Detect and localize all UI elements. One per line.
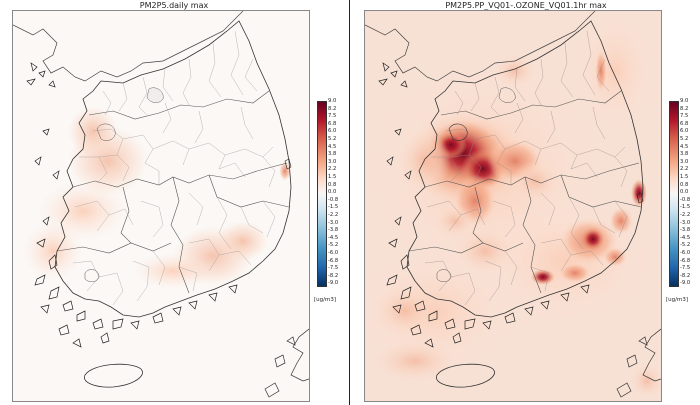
province-borders [56,90,290,294]
colorbar-tick: -4.5 [680,234,691,241]
colorbar-ticks: 9.0 8.2 7.5 6.8 6.0 5.2 4.5 3.8 3.0 2.2 … [328,98,350,288]
province-borders [408,90,642,294]
colorbar-tick: 0.8 [680,181,689,188]
jeju-island [84,363,143,388]
panel-divider [349,0,350,405]
colorbar-tick: -6.0 [328,250,339,256]
colorbar-tick: 4.5 [680,143,689,150]
islands [26,62,238,348]
colorbar [317,101,327,287]
colorbar-tick: -3.0 [328,219,339,226]
colorbar-tick: 6.8 [680,120,689,127]
colorbar-tick: 0.0 [680,189,689,196]
colorbar-tick: 0.0 [328,189,337,196]
colorbar-tick: -3.0 [680,219,691,226]
colorbar-tick: 0.8 [328,181,337,188]
colorbar-tick: -6.8 [680,257,691,264]
gwangju-boundary [436,269,452,282]
colorbar-tick: 8.2 [680,105,689,112]
islands [378,62,590,348]
city-boundary [146,87,164,103]
colorbar-ticks: 9.0 8.2 7.5 6.8 6.0 5.2 4.5 3.8 3.0 2.2 … [680,98,700,288]
colorbar-tick: -3.8 [680,227,691,234]
panel-title: PM2P5.PP_VQ01-.OZONE_VQ01.1hr max [445,1,607,10]
map-frame [364,10,662,402]
colorbar-tick: -6.0 [680,250,691,256]
seoul-boundary [96,123,116,141]
gwangju-boundary [84,269,100,282]
colorbar-tick: 5.2 [328,136,337,142]
colorbar-tick: -1.5 [680,204,691,211]
korea-map [13,11,309,398]
colorbar-tick: -9.0 [680,280,691,287]
colorbar-tick: -4.5 [328,234,339,241]
colorbar-tick: -6.8 [328,257,339,264]
colorbar-tick: 1.5 [680,174,689,180]
colorbar-tick: 3.0 [328,158,337,165]
colorbar-tick: -2.2 [328,212,339,218]
concentration-field [23,106,291,289]
colorbar-tick: -7.5 [680,265,691,272]
japan-coast [616,328,661,398]
map-panel-right: PM2P5.PP_VQ01-.OZONE_VQ01.1hr max [352,0,700,405]
korea-map [365,11,661,401]
map-panel-left: PM2P5.daily max [0,0,348,405]
colorbar-tick: 6.8 [328,120,337,127]
district-borders [72,30,276,306]
colorbar-tick: -8.2 [680,272,691,279]
colorbar-tick: -7.5 [328,265,339,272]
colorbar-tick: 3.8 [680,151,689,158]
colorbar-tick: 7.5 [328,113,337,120]
south-korea-coastline [54,20,292,318]
colorbar-tick: 2.2 [328,166,337,173]
colorbar-unit: [ug/m3] [666,297,688,303]
colorbar-tick: -5.2 [328,242,339,249]
east-island [284,158,292,170]
colorbar-tick: -1.5 [328,204,339,211]
panel-title: PM2P5.daily max [139,1,209,10]
colorbar-tick: 4.5 [328,143,337,150]
south-korea-coastline [406,20,644,318]
colorbar-tick: 3.0 [680,158,689,165]
colorbar-unit: [ug/m3] [314,297,336,303]
city-boundary [498,87,516,103]
map-frame [12,10,310,402]
colorbar-tick: -9.0 [328,280,339,287]
north-coastline [13,11,244,82]
north-coastline [365,11,596,82]
jeju-island [436,363,495,388]
colorbar-tick: 9.0 [328,98,337,104]
colorbar-tick: 1.5 [328,174,337,180]
colorbar [669,101,679,287]
colorbar-tick: 9.0 [680,98,689,104]
east-island [636,192,644,204]
colorbar-tick: -2.2 [680,212,691,218]
colorbar-tick: 8.2 [328,105,337,112]
colorbar-tick: -0.8 [328,196,339,203]
colorbar-tick: 6.0 [328,128,337,135]
seoul-boundary [448,123,468,141]
colorbar-tick: 2.2 [680,166,689,173]
japan-coast [264,328,309,398]
colorbar-tick: 5.2 [680,136,689,142]
colorbar-tick: 3.8 [328,151,337,158]
colorbar-tick: -8.2 [328,272,339,279]
colorbar-tick: -3.8 [328,227,339,234]
colorbar-tick: -0.8 [680,196,691,203]
colorbar-tick: 7.5 [680,113,689,120]
colorbar-tick: 6.0 [680,128,689,135]
colorbar-tick: -5.2 [680,242,691,249]
district-borders [424,30,628,306]
